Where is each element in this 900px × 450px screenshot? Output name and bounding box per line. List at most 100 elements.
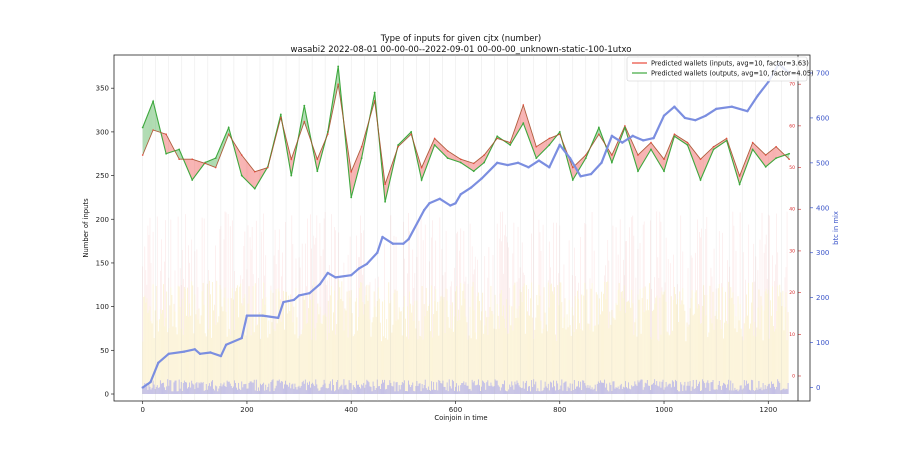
fill-segment — [212, 158, 214, 167]
fill-segment — [239, 151, 241, 172]
point-inputs — [433, 137, 436, 140]
fill-segment — [537, 145, 539, 157]
point-inputs — [472, 162, 475, 165]
point-inputs — [337, 83, 339, 85]
point-inputs — [483, 154, 485, 156]
point-outputs — [597, 126, 600, 129]
point-outputs — [624, 126, 626, 129]
fill-segment — [209, 160, 211, 166]
fill-segment — [476, 160, 478, 170]
point-inputs — [686, 141, 689, 144]
point-inputs — [326, 133, 329, 136]
fill-segment — [351, 169, 353, 198]
fill-segment — [253, 169, 255, 189]
point-btc — [282, 300, 285, 304]
fill-segment — [478, 158, 480, 168]
fill-segment — [197, 161, 199, 173]
point-btc — [240, 336, 243, 340]
point-btc — [157, 361, 160, 365]
chart-title: Type of inputs for given cjtx (number) — [380, 34, 542, 44]
point-btc — [662, 114, 666, 117]
point-btc — [308, 291, 311, 295]
fill-segment — [352, 166, 354, 194]
fill-segment — [535, 145, 537, 158]
fill-segment — [246, 161, 248, 182]
fill-segment — [701, 157, 703, 178]
fill-segment — [470, 162, 472, 170]
fill-segment — [536, 145, 538, 158]
fill-segment — [522, 105, 524, 125]
point-inputs — [725, 137, 728, 140]
y2-axis-label: btc in mix — [832, 211, 840, 245]
fill-segment — [768, 152, 770, 165]
fill-segment — [544, 141, 546, 151]
point-inputs — [165, 133, 167, 136]
fill-segment — [467, 161, 470, 169]
point-outputs — [165, 152, 168, 155]
point-outputs — [290, 174, 293, 177]
fill-segment — [699, 157, 701, 180]
fill-segment — [213, 158, 215, 168]
point-outputs — [650, 148, 652, 151]
fill-segment — [758, 148, 760, 160]
point-outputs — [610, 161, 613, 164]
point-btc — [558, 143, 561, 147]
y3-tick-label: 10 — [789, 332, 795, 338]
point-btc — [631, 134, 634, 138]
point-inputs — [397, 145, 399, 148]
fill-segment — [528, 121, 530, 140]
point-inputs — [611, 154, 613, 156]
axis-ticks: 0 200 400 600 800 1000 12000501001502002503003… — [96, 69, 830, 414]
fill-segment — [466, 161, 468, 168]
point-btc — [527, 166, 530, 169]
point-outputs — [214, 157, 217, 160]
point-inputs — [459, 158, 462, 161]
point-inputs — [585, 154, 587, 156]
point-inputs — [535, 145, 538, 148]
point-outputs — [673, 135, 676, 138]
fill-segment — [258, 170, 260, 183]
point-outputs — [788, 152, 791, 155]
fill-segment — [548, 138, 550, 147]
point-outputs — [509, 144, 512, 146]
fill-segment — [435, 139, 437, 148]
fill-segment — [700, 158, 702, 180]
fill-segment — [540, 143, 543, 154]
y-tick-label: 0 — [105, 391, 109, 399]
fill-segment — [244, 159, 246, 180]
point-outputs — [571, 179, 574, 181]
point-outputs — [303, 104, 306, 107]
point-inputs — [788, 158, 790, 161]
point-btc — [469, 186, 473, 189]
fill-segment — [767, 152, 769, 166]
point-inputs — [178, 158, 180, 161]
point-btc — [589, 172, 593, 176]
fill-segment — [442, 146, 445, 155]
fill-segment — [145, 117, 147, 148]
fill-segment — [241, 155, 243, 177]
fill-segment — [152, 101, 154, 133]
fill-segment — [452, 153, 454, 161]
point-inputs — [240, 154, 243, 156]
point-btc — [219, 354, 223, 358]
point-outputs — [326, 130, 329, 133]
fill-segment — [250, 165, 252, 186]
point-outputs — [686, 144, 689, 146]
fill-segment — [148, 109, 150, 141]
fill-segment — [151, 103, 153, 136]
x-tick-label: 600 — [449, 406, 462, 414]
point-btc — [149, 380, 152, 384]
point-btc — [579, 175, 582, 178]
chart-subtitle: wasabi2 2022-08-01 00-00-00--2022-09-01 … — [291, 45, 632, 55]
fill-segment — [526, 115, 528, 135]
fill-segment — [255, 171, 257, 188]
fill-segment — [643, 149, 645, 163]
fill-segment — [545, 140, 547, 150]
point-inputs — [571, 166, 574, 169]
point-inputs — [496, 137, 498, 140]
fill-segment — [463, 160, 465, 166]
fill-segment — [438, 142, 440, 151]
point-inputs — [446, 150, 449, 152]
point-outputs — [738, 183, 741, 186]
x-tick-label: 400 — [345, 406, 358, 414]
